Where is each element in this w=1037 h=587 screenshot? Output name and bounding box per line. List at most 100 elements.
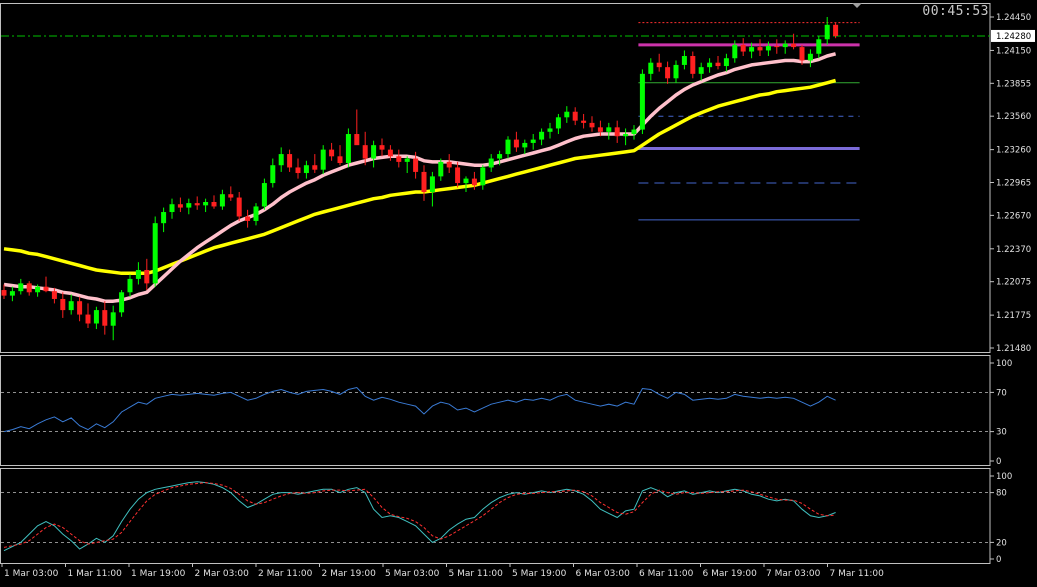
candlestick[interactable] bbox=[673, 60, 679, 83]
candlestick[interactable] bbox=[715, 56, 721, 70]
candlestick[interactable] bbox=[648, 58, 654, 81]
candlestick[interactable] bbox=[446, 154, 452, 174]
candlestick[interactable] bbox=[757, 39, 763, 57]
candlestick[interactable] bbox=[438, 158, 444, 181]
candlestick[interactable] bbox=[597, 120, 603, 137]
candlestick[interactable] bbox=[740, 38, 746, 57]
candlestick[interactable] bbox=[135, 262, 141, 285]
candlestick[interactable] bbox=[144, 258, 150, 291]
stochastic-indicator[interactable] bbox=[3, 481, 836, 552]
candlestick[interactable] bbox=[228, 186, 234, 201]
candlestick[interactable] bbox=[463, 176, 469, 192]
candlestick[interactable] bbox=[245, 209, 251, 228]
candlestick[interactable] bbox=[110, 305, 116, 341]
candlestick[interactable] bbox=[51, 287, 57, 304]
candlestick[interactable] bbox=[287, 149, 293, 172]
candlestick[interactable] bbox=[421, 165, 427, 201]
candlestick[interactable] bbox=[555, 113, 561, 135]
candlestick[interactable] bbox=[480, 165, 486, 190]
candlestick[interactable] bbox=[60, 292, 66, 318]
candlestick[interactable] bbox=[497, 150, 503, 166]
candlestick[interactable] bbox=[152, 216, 158, 287]
candlestick[interactable] bbox=[564, 106, 570, 123]
rsi-line[interactable] bbox=[3, 386, 836, 433]
candlestick[interactable] bbox=[312, 154, 318, 174]
chart-shift-marker-icon[interactable] bbox=[852, 3, 862, 8]
candlestick[interactable] bbox=[799, 44, 805, 65]
stochastic-main-line[interactable] bbox=[3, 481, 836, 552]
chart-shift-triangle[interactable] bbox=[852, 3, 862, 8]
candlestick[interactable] bbox=[329, 142, 335, 161]
candlestick[interactable] bbox=[623, 128, 629, 146]
candlestick[interactable] bbox=[396, 149, 402, 168]
candlestick[interactable] bbox=[455, 161, 461, 188]
candlestick[interactable] bbox=[127, 274, 133, 297]
candlestick[interactable] bbox=[824, 17, 830, 45]
candlestick[interactable] bbox=[362, 131, 368, 166]
candlestick[interactable] bbox=[68, 294, 74, 315]
candlestick[interactable] bbox=[371, 140, 377, 168]
candlestick[interactable] bbox=[18, 278, 24, 295]
candlestick[interactable] bbox=[161, 207, 167, 233]
candlestick[interactable] bbox=[639, 69, 645, 135]
candlestick[interactable] bbox=[102, 301, 108, 335]
time-axis[interactable]: 1 Mar 03:00 1 Mar 11:00 1 Mar 19:00 2 Mar 0… bbox=[1, 563, 884, 579]
candlestick[interactable] bbox=[656, 53, 662, 72]
candlesticks[interactable] bbox=[1, 17, 839, 341]
candlestick[interactable] bbox=[413, 151, 419, 179]
candlestick[interactable] bbox=[816, 35, 822, 59]
candlestick[interactable] bbox=[219, 189, 225, 210]
candlestick[interactable] bbox=[119, 290, 125, 317]
candlestick[interactable] bbox=[379, 138, 385, 157]
candlestick[interactable] bbox=[774, 39, 780, 54]
candlestick[interactable] bbox=[723, 53, 729, 72]
candlestick[interactable] bbox=[26, 281, 32, 296]
candlestick[interactable] bbox=[404, 156, 410, 174]
candlestick[interactable] bbox=[539, 128, 545, 146]
candlestick[interactable] bbox=[505, 136, 511, 159]
candlestick[interactable] bbox=[354, 109, 360, 146]
candlestick[interactable] bbox=[278, 147, 284, 172]
candlestick[interactable] bbox=[35, 284, 41, 297]
candlestick[interactable] bbox=[765, 41, 771, 57]
candlestick[interactable] bbox=[606, 122, 612, 140]
candlestick[interactable] bbox=[547, 122, 553, 139]
candlestick[interactable] bbox=[186, 198, 192, 215]
candlestick[interactable] bbox=[270, 158, 276, 188]
candlestick[interactable] bbox=[530, 134, 536, 150]
candlestick[interactable] bbox=[203, 198, 209, 213]
rsi-indicator[interactable] bbox=[3, 386, 836, 433]
candlestick[interactable] bbox=[698, 62, 704, 81]
candlestick[interactable] bbox=[303, 160, 309, 179]
candlestick[interactable] bbox=[681, 50, 687, 70]
candlestick[interactable] bbox=[807, 49, 813, 68]
candlestick[interactable] bbox=[513, 131, 519, 152]
candlestick[interactable] bbox=[732, 40, 738, 63]
candlestick[interactable] bbox=[631, 125, 637, 140]
candlestick[interactable] bbox=[471, 171, 477, 190]
candlestick[interactable] bbox=[833, 22, 839, 39]
candlestick[interactable] bbox=[295, 158, 301, 179]
candlestick[interactable] bbox=[522, 139, 528, 155]
candlestick[interactable] bbox=[665, 61, 671, 84]
candlestick[interactable] bbox=[614, 120, 620, 143]
candlestick[interactable] bbox=[429, 171, 435, 207]
candlestick[interactable] bbox=[77, 296, 83, 322]
price-axis[interactable]: 1.24450 1.24150 1.23855 1.23560 1.23260 1.229… bbox=[990, 13, 1035, 354]
stochastic-signal-line[interactable] bbox=[3, 482, 836, 548]
candlestick[interactable] bbox=[589, 116, 595, 132]
candlestick[interactable] bbox=[177, 197, 183, 213]
candlestick[interactable] bbox=[253, 203, 259, 226]
candlestick[interactable] bbox=[387, 145, 393, 161]
candlestick[interactable] bbox=[236, 191, 242, 221]
candlestick[interactable] bbox=[572, 107, 578, 126]
candlestick[interactable] bbox=[488, 154, 494, 172]
candlestick[interactable] bbox=[9, 286, 15, 302]
candlestick[interactable] bbox=[707, 58, 713, 73]
candlestick[interactable] bbox=[194, 196, 200, 210]
candlestick[interactable] bbox=[345, 128, 351, 168]
candlestick[interactable] bbox=[337, 145, 343, 166]
candlestick[interactable] bbox=[85, 303, 91, 328]
